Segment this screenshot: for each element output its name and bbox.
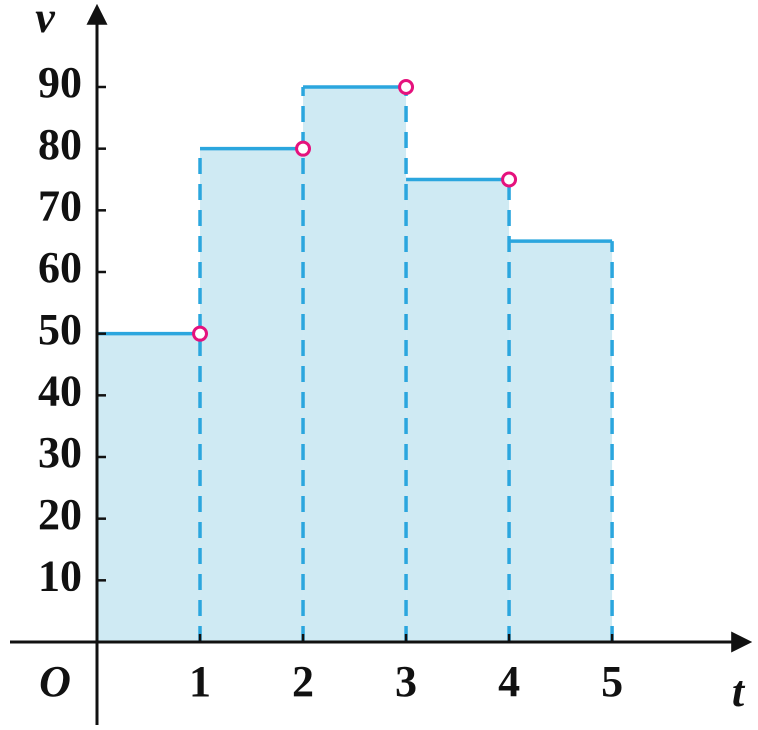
step-area bbox=[303, 87, 407, 642]
origin-label: O bbox=[39, 657, 71, 706]
y-tick-label: 20 bbox=[38, 490, 82, 539]
open-endpoint bbox=[192, 325, 209, 342]
y-axis-label: v bbox=[35, 0, 55, 42]
y-tick-label: 80 bbox=[38, 120, 82, 169]
y-tick-label: 40 bbox=[38, 366, 82, 415]
x-axis-label: t bbox=[732, 667, 746, 716]
x-tick-label: 5 bbox=[601, 657, 623, 706]
open-endpoint bbox=[501, 171, 518, 188]
plot-area bbox=[97, 85, 614, 642]
open-endpoint bbox=[295, 140, 312, 157]
y-tick-label: 50 bbox=[38, 305, 82, 354]
x-tick-label: 3 bbox=[395, 657, 417, 706]
y-tick-label: 90 bbox=[38, 58, 82, 107]
y-tick-label: 30 bbox=[38, 428, 82, 477]
step-area bbox=[406, 179, 510, 642]
x-tick-label: 1 bbox=[189, 657, 211, 706]
x-tick-label: 2 bbox=[292, 657, 314, 706]
y-tick-label: 70 bbox=[38, 181, 82, 230]
x-tick-label: 4 bbox=[498, 657, 520, 706]
open-endpoint bbox=[398, 79, 415, 95]
y-tick-label: 60 bbox=[38, 243, 82, 292]
step-area bbox=[200, 148, 304, 642]
step-area bbox=[97, 333, 201, 642]
y-tick-label: 10 bbox=[38, 551, 82, 600]
step-area bbox=[509, 241, 613, 642]
